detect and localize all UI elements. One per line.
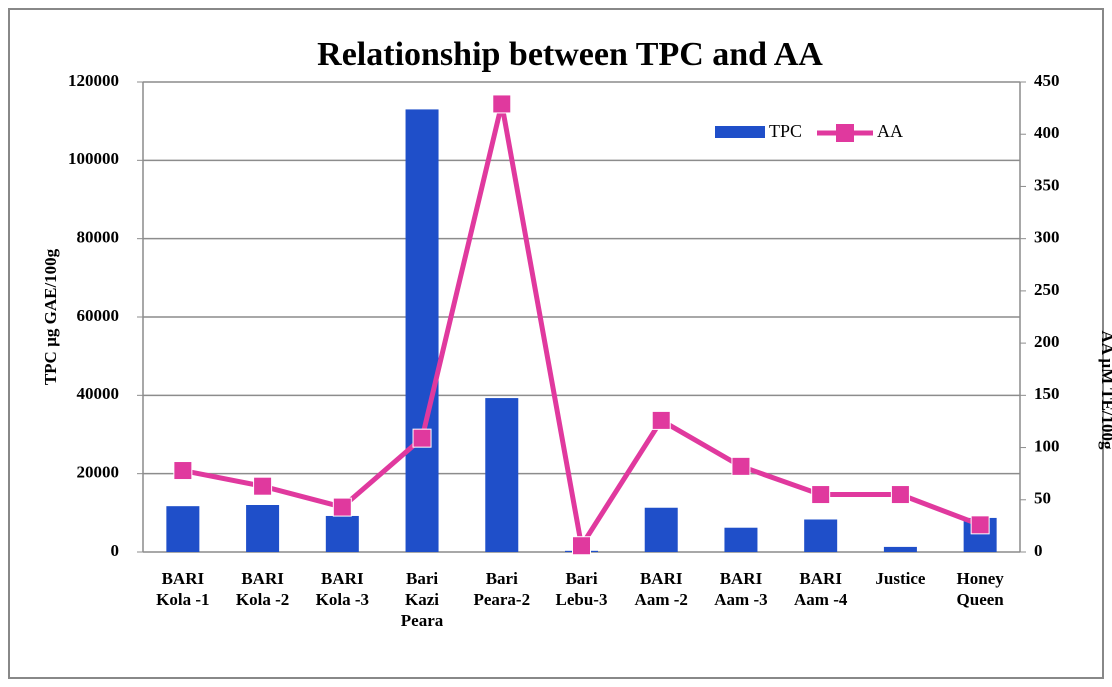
marker [253,476,273,496]
y2-tick-label: 450 [1034,71,1060,90]
y-tick-label: 100000 [68,149,119,168]
marker [492,94,512,114]
legend-marker [836,124,854,142]
bar [804,519,838,552]
x-tick-label: BARI Aam -4 [794,569,848,609]
bar [883,546,917,552]
marker [572,536,591,556]
y2-tick-label: 50 [1034,489,1051,508]
bar [166,506,200,552]
legend-label: TPC [769,121,802,141]
bar [325,515,359,552]
bar [724,527,758,552]
x-tick-label: BARI Kola -2 [236,569,289,609]
y-tick-label: 120000 [68,71,119,90]
x-tick-label: Bari Lebu-3 [556,569,608,609]
y2-tick-label: 150 [1034,384,1060,403]
x-tick-label: Justice [875,569,926,588]
y-tick-label: 0 [111,541,120,560]
y-tick-label: 20000 [77,463,120,482]
bar [644,507,678,552]
legend-swatch [715,126,765,138]
y-tick-label: 60000 [77,306,120,325]
y2-axis-label: AA µM TE/100g [1098,330,1112,450]
x-tick-label: BARI Aam -2 [635,569,688,609]
x-tick-label: BARI Kola -3 [316,569,369,609]
y2-tick-label: 200 [1034,332,1060,351]
marker [811,485,831,505]
y-axis-label: TPC µg GAE/100g [41,248,60,385]
bar [246,505,280,552]
marker [651,410,671,430]
marker [412,428,432,448]
x-tick-label: Honey Queen [957,569,1005,609]
marker [890,485,910,505]
y-tick-label: 40000 [77,384,120,403]
legend-label: AA [877,121,903,141]
marker [332,497,352,517]
y2-tick-label: 400 [1034,123,1060,142]
marker [173,461,193,481]
marker [731,456,751,476]
x-tick-label: Bari Peara-2 [473,569,530,609]
x-tick-label: BARI Aam -3 [714,569,767,609]
y2-tick-label: 250 [1034,280,1060,299]
y2-tick-label: 100 [1034,436,1060,455]
chart-title: Relationship between TPC and AA [317,36,823,73]
frame [8,8,1104,679]
bar [485,398,519,552]
y2-tick-label: 300 [1034,228,1060,247]
y-tick-label: 80000 [77,228,120,247]
y2-tick-label: 0 [1034,541,1043,560]
marker [970,515,990,535]
x-tick-label: BARI Kola -1 [156,569,209,609]
bar [405,109,439,553]
x-tick-label: Bari Kazi Peara [401,569,444,630]
y2-tick-label: 350 [1034,175,1060,194]
